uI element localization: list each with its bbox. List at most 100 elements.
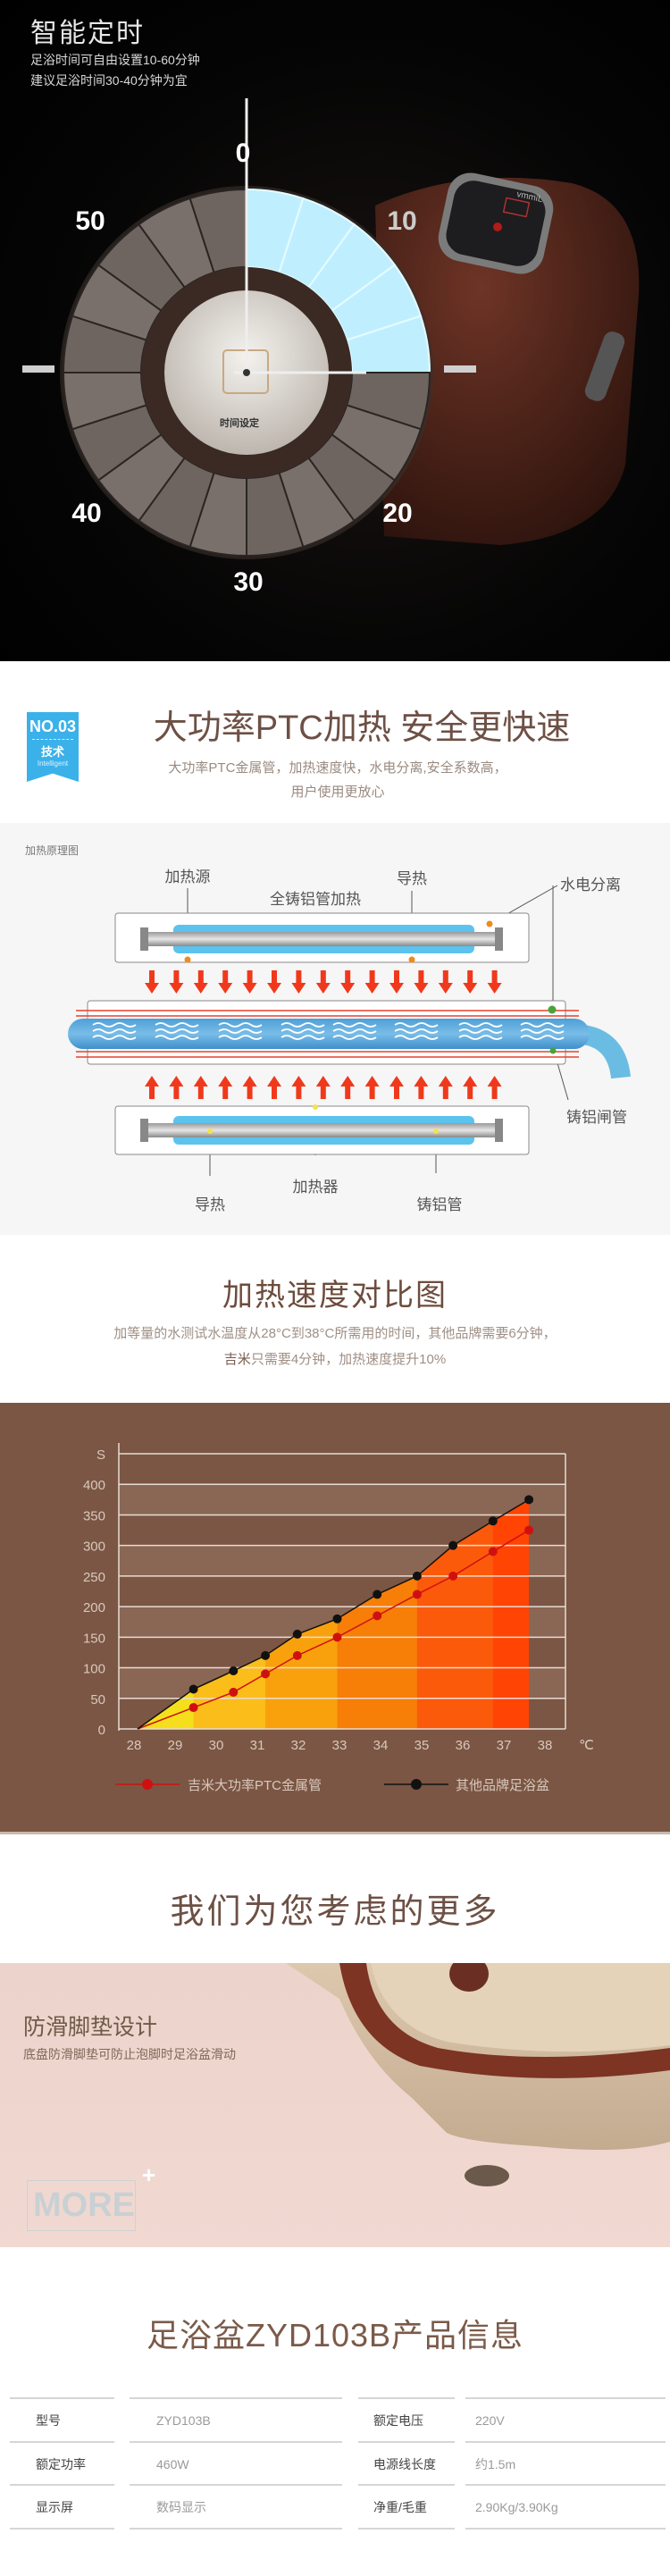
wave-icon (332, 1028, 377, 1034)
description-line: 足浴时间可自由设置10-60分钟 (30, 53, 200, 67)
anti-slip-section: 防滑脚垫设计 底盘防滑脚垫可防止泡脚时足浴盆滑动 MORE + (0, 1963, 670, 2247)
diagram-svg: 加热原理图 加热源 导热 全铸铝管加热 水电分离 (25, 844, 631, 1213)
arrow-down-icon (267, 970, 281, 994)
arrow-up-icon (463, 1076, 478, 1099)
dash-left (22, 365, 54, 373)
data-point (292, 1629, 302, 1639)
data-point (373, 1611, 382, 1621)
arrow-down-icon (242, 970, 257, 994)
data-point (332, 1632, 342, 1642)
dash-right (444, 365, 476, 373)
wave-icon (92, 1028, 137, 1034)
label-heat-conduct-top: 导热 (397, 870, 427, 887)
label-heater: 加热器 (293, 1179, 339, 1196)
ptc-heating-section: NO.03 技术 Intelligent 大功率PTC加热 安全更快速 大功率P… (0, 661, 670, 823)
arrow-up-icon (169, 1076, 184, 1099)
arrow-down-icon (364, 970, 380, 994)
data-point (524, 1495, 534, 1505)
section-title: 智能定时 (30, 19, 145, 48)
wave-icon (520, 1035, 565, 1040)
arrow-down-icon (145, 970, 159, 994)
dial-label-10: 10 (387, 206, 417, 236)
y-tick-label: 100 (83, 1662, 105, 1677)
area-band (492, 1499, 530, 1729)
legend-label: 吉米大功率PTC金属管 (188, 1778, 322, 1793)
label-full-cast-aluminum: 全铸铝管加热 (270, 891, 361, 908)
spec-value: 2.90Kg/3.90Kg (465, 2484, 666, 2527)
data-point (332, 1614, 342, 1624)
y-tick-label: 150 (83, 1631, 105, 1646)
y-tick-label: 200 (83, 1600, 105, 1615)
section-description: 加等量的水测试水温度从28°C到38°C所需用的时间，其他品牌需要6分钟， 吉米… (0, 1321, 670, 1372)
section-description: 足浴时间可自由设置10-60分钟 建议足浴时间30-40分钟为宜 (30, 50, 200, 91)
description-line: 大功率PTC金属管，加热速度快，水电分离,安全系数高， (168, 760, 507, 776)
arrow-down-icon (169, 970, 184, 994)
plot-band (119, 1484, 565, 1515)
arrow-up-icon (218, 1076, 233, 1099)
more-features-header: 我们为您考虑的更多 (0, 1837, 670, 1963)
badge-number: NO.03 (29, 717, 77, 735)
wave-icon (218, 1028, 263, 1034)
dial-label-0: 0 (235, 138, 251, 168)
wave-icon (92, 1035, 137, 1040)
label-heat-conduct-bottom: 导热 (195, 1196, 225, 1213)
arrow-down-icon (193, 970, 208, 994)
arrow-down-icon (414, 970, 429, 994)
x-tick-label: 35 (415, 1738, 430, 1753)
data-point (229, 1687, 239, 1697)
section-title: 我们为您考虑的更多 (170, 1893, 500, 1931)
smart-timer-section: vmmiL 智能定时 足浴时间可自由设置10-60分钟 建议足浴时间30-40分… (0, 0, 670, 661)
label-cast-aluminum-gate-pipe: 铸铝闸管 (566, 1109, 627, 1126)
description-line: 用户使用更放心 (290, 785, 385, 800)
badge-tag: 技术 (40, 745, 64, 759)
wave-icon (155, 1022, 199, 1028)
x-axis-label: ℃ (579, 1738, 594, 1753)
heat-arrows-up (145, 1076, 502, 1099)
arrow-up-icon (364, 1076, 380, 1099)
spec-label: 电源线长度 (358, 2440, 455, 2484)
heating-speed-chart: 0 50 100 150 200 250 300 350 400 S 28 29 30 31 32 33 34 3… (0, 1403, 670, 1834)
spec-value: ZYD103B (130, 2397, 342, 2440)
y-tick-label: 350 (83, 1508, 105, 1523)
table-divider (130, 2527, 342, 2530)
x-tick-label: 38 (538, 1738, 553, 1753)
y-axis-label: S (96, 1447, 105, 1463)
spec-label: 净重/毛重 (358, 2484, 455, 2527)
water-waves (92, 1022, 565, 1040)
heating-principle-diagram: 加热原理图 加热源 导热 全铸铝管加热 水电分离 (0, 823, 670, 1235)
data-point (524, 1525, 534, 1535)
y-tick-label: 50 (90, 1692, 105, 1708)
spec-value: 数码显示 (130, 2484, 342, 2527)
arrow-down-icon (389, 970, 404, 994)
data-point (412, 1590, 422, 1599)
brand-name: 吉米 (223, 1352, 251, 1367)
wave-icon (218, 1035, 263, 1040)
arrow-up-icon (340, 1076, 356, 1099)
badge-english: Intelligent (37, 759, 69, 768)
arrow-down-icon (340, 970, 356, 994)
arrow-up-icon (145, 1076, 159, 1099)
spec-label: 额定功率 (10, 2440, 114, 2484)
arrow-up-icon (315, 1076, 331, 1099)
arrow-up-icon (414, 1076, 429, 1099)
wave-icon (92, 1022, 137, 1028)
wave-icon (520, 1028, 565, 1034)
more-logo-text: MORE (33, 2186, 135, 2224)
top-heater-box (114, 912, 530, 963)
arrow-down-icon (315, 970, 331, 994)
wave-icon (394, 1028, 439, 1034)
y-tick-label: 400 (83, 1478, 105, 1493)
arrow-down-icon (463, 970, 478, 994)
wave-icon (394, 1035, 439, 1040)
foot-bath-product: vmmiL (375, 172, 640, 545)
spec-value: 460W (130, 2440, 342, 2484)
x-tick-label: 32 (291, 1738, 306, 1753)
dial-label-30: 30 (233, 567, 264, 597)
wave-icon (218, 1022, 263, 1028)
wave-icon (458, 1028, 503, 1034)
section-title: 加热速度对比图 (222, 1279, 448, 1313)
product-info-section: 足浴盆ZYD103B产品信息 型号 ZYD103B 额定电压 220V 额定功率 460W… (0, 2247, 670, 2576)
dial-label-20: 20 (382, 499, 413, 528)
time-setting-label: 时间设定 (220, 418, 259, 429)
heat-arrows-down (145, 970, 502, 994)
